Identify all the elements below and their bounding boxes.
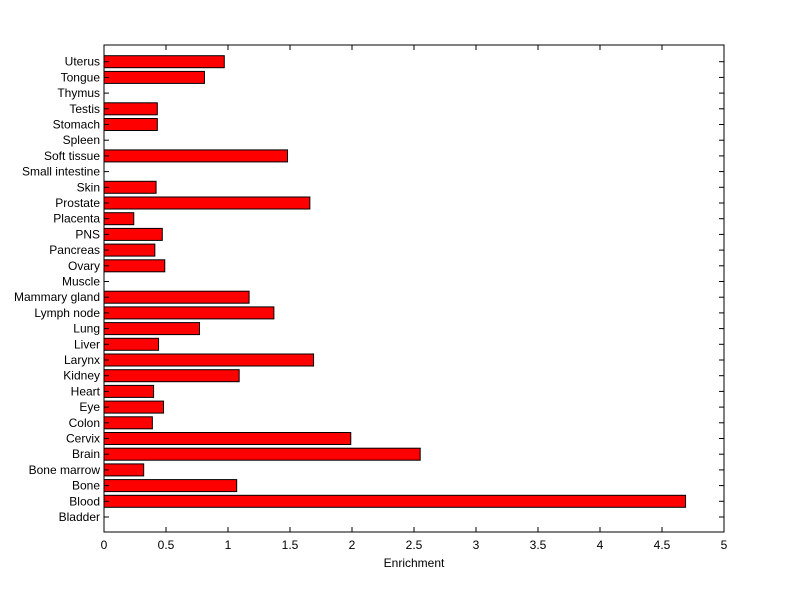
bar bbox=[103, 259, 166, 273]
bar bbox=[103, 196, 311, 210]
y-tick-label: Mammary gland bbox=[14, 290, 100, 304]
bar bbox=[103, 400, 165, 414]
bar bbox=[103, 149, 289, 163]
y-tick-label: Cervix bbox=[66, 432, 100, 446]
y-tick-label: Eye bbox=[79, 400, 100, 414]
bar bbox=[103, 306, 275, 320]
x-tick-label: 4 bbox=[597, 538, 604, 552]
x-tick-label: 3 bbox=[473, 538, 480, 552]
y-tick-label: Larynx bbox=[64, 353, 100, 367]
y-tick-label: Kidney bbox=[63, 369, 100, 383]
bar bbox=[103, 463, 145, 477]
y-tick-label: Liver bbox=[74, 337, 100, 351]
bar bbox=[103, 479, 238, 493]
bar bbox=[103, 494, 687, 508]
y-tick-label: Skin bbox=[77, 180, 100, 194]
x-tick-label: 2 bbox=[349, 538, 356, 552]
x-axis-label: Enrichment bbox=[384, 556, 445, 570]
y-tick-label: Tongue bbox=[61, 70, 101, 84]
bar bbox=[103, 369, 240, 383]
bar bbox=[103, 353, 315, 367]
x-tick-label: 1 bbox=[225, 538, 232, 552]
bar bbox=[103, 243, 156, 257]
bar bbox=[103, 118, 158, 131]
x-tick-labels: 0 0.5 1 1.5 2 2.5 3 3.5 4 4.5 5 bbox=[101, 538, 728, 552]
y-tick-label: PNS bbox=[75, 227, 100, 241]
bar bbox=[103, 70, 205, 84]
x-tick-label: 0.5 bbox=[158, 538, 175, 552]
x-tick-label: 5 bbox=[721, 538, 728, 552]
bar bbox=[103, 384, 155, 398]
y-tick-label: Soft tissue bbox=[44, 149, 100, 163]
bar bbox=[103, 290, 250, 304]
x-tick-label: 3.5 bbox=[530, 538, 547, 552]
y-tick-label: Muscle bbox=[62, 275, 100, 289]
y-tick-label: Small intestine bbox=[22, 165, 100, 179]
bar bbox=[103, 447, 421, 461]
y-tick-label: Bladder bbox=[59, 510, 100, 524]
bar bbox=[103, 180, 157, 194]
ticks-group bbox=[103, 45, 725, 532]
y-tick-label: Lymph node bbox=[34, 306, 100, 320]
y-tick-label: Stomach bbox=[53, 118, 100, 132]
y-tick-label: Testis bbox=[69, 102, 100, 116]
y-tick-label: Ovary bbox=[68, 259, 100, 273]
x-tick-label: 2.5 bbox=[406, 538, 423, 552]
bar bbox=[103, 55, 225, 69]
y-tick-label: Placenta bbox=[53, 212, 100, 226]
bar bbox=[103, 432, 352, 445]
y-tick-label: Bone marrow bbox=[29, 463, 101, 477]
y-tick-label: Bone bbox=[72, 479, 100, 493]
plot-frame bbox=[103, 44, 725, 533]
x-tick-label: 0 bbox=[101, 538, 108, 552]
y-tick-label: Thymus bbox=[57, 86, 100, 100]
bar bbox=[103, 416, 153, 430]
y-tick-label: Pancreas bbox=[49, 243, 100, 257]
bar bbox=[103, 102, 158, 116]
bar bbox=[103, 227, 163, 241]
y-tick-label: Lung bbox=[73, 322, 100, 336]
y-tick-label: Prostate bbox=[55, 196, 100, 210]
x-tick-label: 4.5 bbox=[654, 538, 671, 552]
y-tick-label: Brain bbox=[72, 447, 100, 461]
bar bbox=[103, 337, 160, 351]
x-tick-label: 1.5 bbox=[282, 538, 299, 552]
y-tick-label: Blood bbox=[69, 494, 100, 508]
y-tick-label: Heart bbox=[71, 384, 101, 398]
y-tick-label: Colon bbox=[69, 416, 100, 430]
y-tick-label: Spleen bbox=[63, 133, 100, 147]
y-tick-label: Uterus bbox=[65, 55, 100, 69]
bar bbox=[103, 322, 200, 336]
